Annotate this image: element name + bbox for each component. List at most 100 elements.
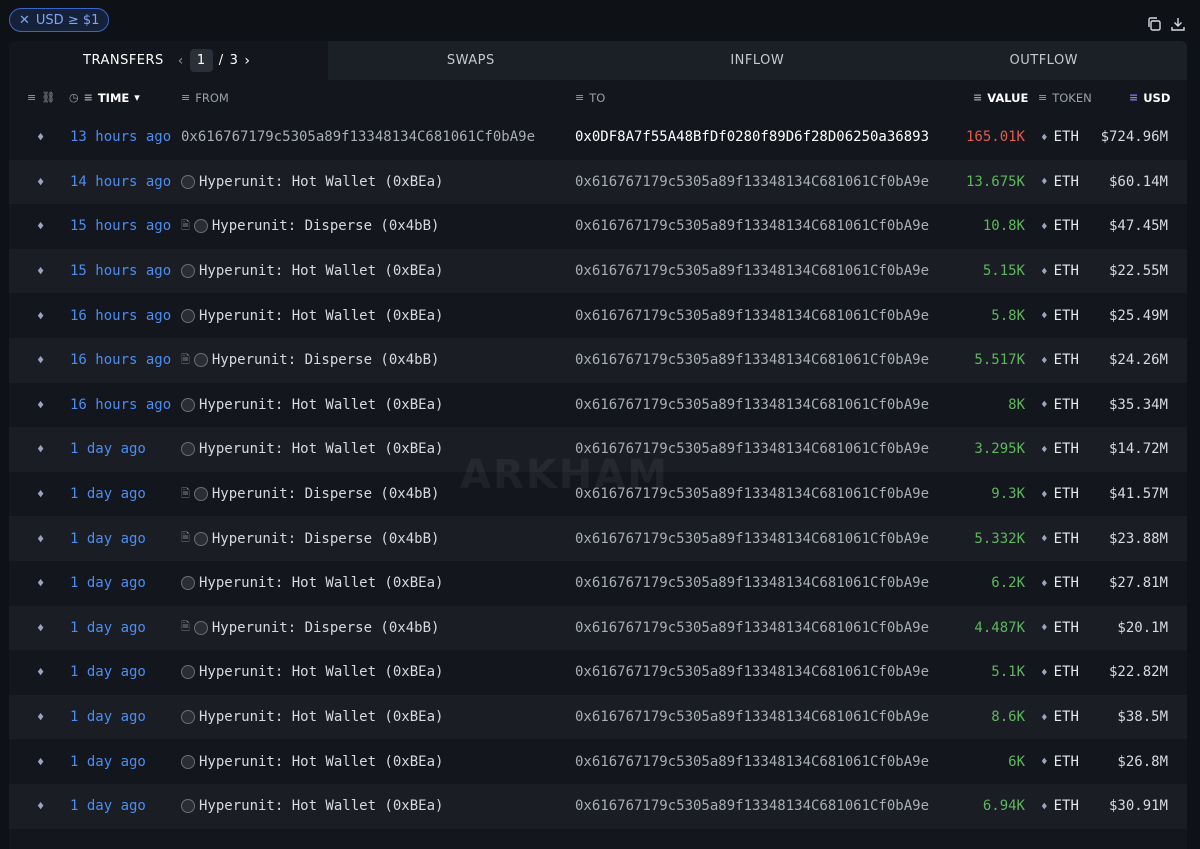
from-entity[interactable]: Hyperunit: Hot Wallet (0xBEa) — [199, 575, 444, 592]
filter-icon[interactable]: ≡ — [1038, 91, 1048, 104]
time-link[interactable]: 15 hours ago — [70, 218, 172, 235]
token-cell[interactable]: ♦ ETH — [1041, 739, 1079, 784]
close-icon[interactable]: ✕ — [19, 12, 30, 28]
header-from[interactable]: ≡ FROM — [181, 80, 229, 115]
time-link[interactable]: 1 day ago — [70, 664, 146, 681]
to-address[interactable]: 0x616767179c5305a89f13348134C681061Cf0bA… — [575, 530, 930, 547]
time-link[interactable]: 1 day ago — [70, 530, 146, 547]
from-entity[interactable]: Hyperunit: Hot Wallet (0xBEa) — [199, 441, 444, 458]
table-row[interactable]: ♦ 16 hours ago Hyperunit: Hot Wallet (0xBE… — [9, 293, 1187, 338]
from-entity[interactable]: Hyperunit: Hot Wallet (0xBEa) — [199, 798, 444, 815]
copy-icon[interactable] — [1146, 16, 1162, 32]
to-address[interactable]: 0x616767179c5305a89f13348134C681061Cf0bA… — [575, 486, 930, 503]
tab-inflow[interactable]: INFLOW — [730, 53, 785, 68]
token-cell[interactable]: ♦ ETH — [1041, 695, 1079, 740]
filter-icon[interactable]: ≡ — [83, 91, 93, 104]
to-address[interactable]: 0x616767179c5305a89f13348134C681061Cf0bA… — [575, 664, 930, 681]
from-address[interactable]: 0x616767179c5305a89f13348134C681061Cf0bA… — [181, 129, 536, 146]
time-link[interactable]: 1 day ago — [70, 709, 146, 726]
to-address[interactable]: 0x616767179c5305a89f13348134C681061Cf0bA… — [575, 619, 930, 636]
header-value[interactable]: ≡ VALUE — [973, 80, 1028, 115]
filter-icon[interactable]: ≡ — [27, 91, 37, 104]
from-entity[interactable]: Hyperunit: Hot Wallet (0xBEa) — [199, 307, 444, 324]
table-row[interactable]: ♦ 14 hours ago Hyperunit: Hot Wallet (0xBE… — [9, 159, 1187, 205]
time-link[interactable]: 16 hours ago — [70, 307, 172, 324]
sort-down-icon[interactable]: ▾ — [134, 91, 140, 104]
token-cell[interactable]: ♦ ETH — [1041, 160, 1079, 205]
table-row[interactable]: ♦ 1 day ago 🗎 Hyperunit: Disperse (0x4bB) 0x… — [9, 516, 1187, 561]
token-cell[interactable]: ♦ ETH — [1041, 204, 1079, 249]
from-entity[interactable]: Hyperunit: Disperse (0x4bB) — [211, 619, 440, 636]
to-address[interactable]: 0x616767179c5305a89f13348134C681061Cf0bA… — [575, 263, 930, 280]
from-entity[interactable]: Hyperunit: Hot Wallet (0xBEa) — [199, 753, 444, 770]
to-address[interactable]: 0x616767179c5305a89f13348134C681061Cf0bA… — [575, 441, 930, 458]
to-address[interactable]: 0x0DF8A7f55A48BfDf0280f89D6f28D06250a368… — [575, 129, 930, 146]
chevron-left-icon[interactable]: ‹ — [177, 52, 184, 69]
tab-transfers[interactable]: TRANSFERS ‹ 1 / 3 › — [9, 41, 328, 80]
token-cell[interactable]: ♦ ETH — [1041, 650, 1079, 695]
tab-outflow[interactable]: OUTFLOW — [1009, 53, 1079, 68]
usd-filter-chip[interactable]: ✕ USD ≥ $1 — [9, 8, 110, 32]
from-entity[interactable]: Hyperunit: Disperse (0x4bB) — [211, 530, 440, 547]
table-row[interactable]: ♦ 1 day ago 🗎 Hyperunit: Disperse (0x4bB) 0x… — [9, 472, 1187, 517]
header-to[interactable]: ≡ TO — [575, 80, 605, 115]
time-link[interactable]: 1 day ago — [70, 798, 146, 815]
token-cell[interactable]: ♦ ETH — [1041, 472, 1079, 517]
download-icon[interactable] — [1170, 16, 1186, 32]
time-link[interactable]: 16 hours ago — [70, 396, 172, 413]
table-row[interactable]: ♦ 1 day ago Hyperunit: Hot Wallet (0xBEa) 0… — [9, 650, 1187, 695]
page-current[interactable]: 1 — [189, 49, 213, 72]
to-address[interactable]: 0x616767179c5305a89f13348134C681061Cf0bA… — [575, 218, 930, 235]
filter-icon[interactable]: ≡ — [575, 91, 585, 104]
token-cell[interactable]: ♦ ETH — [1041, 606, 1079, 651]
time-link[interactable]: 13 hours ago — [70, 129, 172, 146]
token-cell[interactable]: ♦ ETH — [1041, 383, 1079, 428]
token-cell[interactable]: ♦ ETH — [1041, 784, 1079, 829]
time-link[interactable]: 15 hours ago — [70, 263, 172, 280]
from-entity[interactable]: Hyperunit: Disperse (0x4bB) — [211, 352, 440, 369]
table-row[interactable]: ♦ 16 hours ago Hyperunit: Hot Wallet (0xBE… — [9, 383, 1187, 428]
table-row[interactable]: ♦ 1 day ago Hyperunit: Hot Wallet (0xBEa) 0… — [9, 783, 1187, 829]
to-address[interactable]: 0x616767179c5305a89f13348134C681061Cf0bA… — [575, 352, 930, 369]
table-row[interactable]: ♦ 1 day ago Hyperunit: Hot Wallet (0xBEa) 0… — [9, 427, 1187, 472]
to-address[interactable]: 0x616767179c5305a89f13348134C681061Cf0bA… — [575, 575, 930, 592]
tab-swaps[interactable]: SWAPS — [446, 53, 495, 68]
table-row[interactable]: ♦ 15 hours ago 🗎 Hyperunit: Disperse (0x4bB… — [9, 204, 1187, 249]
table-row[interactable]: ♦ 13 hours ago 0x616767179c5305a89f1334813… — [9, 115, 1187, 160]
sort-icon[interactable]: ≡ — [1129, 91, 1139, 104]
to-address[interactable]: 0x616767179c5305a89f13348134C681061Cf0bA… — [575, 173, 930, 190]
to-address[interactable]: 0x616767179c5305a89f13348134C681061Cf0bA… — [575, 753, 930, 770]
token-cell[interactable]: ♦ ETH — [1041, 249, 1079, 294]
to-address[interactable]: 0x616767179c5305a89f13348134C681061Cf0bA… — [575, 307, 930, 324]
header-time[interactable]: ◷ ≡ TIME ▾ — [69, 80, 140, 115]
time-link[interactable]: 1 day ago — [70, 441, 146, 458]
to-address[interactable]: 0x616767179c5305a89f13348134C681061Cf0bA… — [575, 798, 930, 815]
from-entity[interactable]: Hyperunit: Hot Wallet (0xBEa) — [199, 664, 444, 681]
table-row[interactable]: ♦ 1 day ago Hyperunit: Hot Wallet (0xBEa) 0… — [9, 694, 1187, 740]
token-cell[interactable]: ♦ ETH — [1041, 338, 1079, 383]
to-address[interactable]: 0x616767179c5305a89f13348134C681061Cf0bA… — [575, 709, 930, 726]
time-link[interactable]: 16 hours ago — [70, 352, 172, 369]
time-link[interactable]: 1 day ago — [70, 575, 146, 592]
table-row[interactable]: ♦ 1 day ago 🗎 Hyperunit: Disperse (0x4bB) 0x… — [9, 605, 1187, 651]
filter-icon[interactable]: ≡ — [181, 91, 191, 104]
header-token[interactable]: ≡ TOKEN — [1038, 80, 1092, 115]
from-entity[interactable]: Hyperunit: Hot Wallet (0xBEa) — [199, 396, 444, 413]
token-cell[interactable]: ♦ ETH — [1041, 561, 1079, 606]
link-icon[interactable]: ⛓ — [41, 91, 56, 104]
time-link[interactable]: 1 day ago — [70, 486, 146, 503]
filter-icon[interactable]: ≡ — [973, 91, 983, 104]
time-link[interactable]: 1 day ago — [70, 619, 146, 636]
table-row[interactable]: ♦ 1 day ago Hyperunit: Hot Wallet (0xBEa) 0… — [9, 561, 1187, 606]
token-cell[interactable]: ♦ ETH — [1041, 427, 1079, 472]
table-row[interactable]: ♦ 1 day ago Hyperunit: Hot Wallet (0xBEa) 0… — [9, 739, 1187, 784]
to-address[interactable]: 0x616767179c5305a89f13348134C681061Cf0bA… — [575, 396, 930, 413]
time-link[interactable]: 1 day ago — [70, 753, 146, 770]
from-entity[interactable]: Hyperunit: Disperse (0x4bB) — [211, 218, 440, 235]
from-entity[interactable]: Hyperunit: Hot Wallet (0xBEa) — [199, 263, 444, 280]
chevron-right-icon[interactable]: › — [244, 52, 251, 69]
from-entity[interactable]: Hyperunit: Hot Wallet (0xBEa) — [199, 709, 444, 726]
header-usd[interactable]: ≡ USD — [1129, 80, 1170, 115]
token-cell[interactable]: ♦ ETH — [1041, 516, 1079, 561]
time-link[interactable]: 14 hours ago — [70, 173, 172, 190]
